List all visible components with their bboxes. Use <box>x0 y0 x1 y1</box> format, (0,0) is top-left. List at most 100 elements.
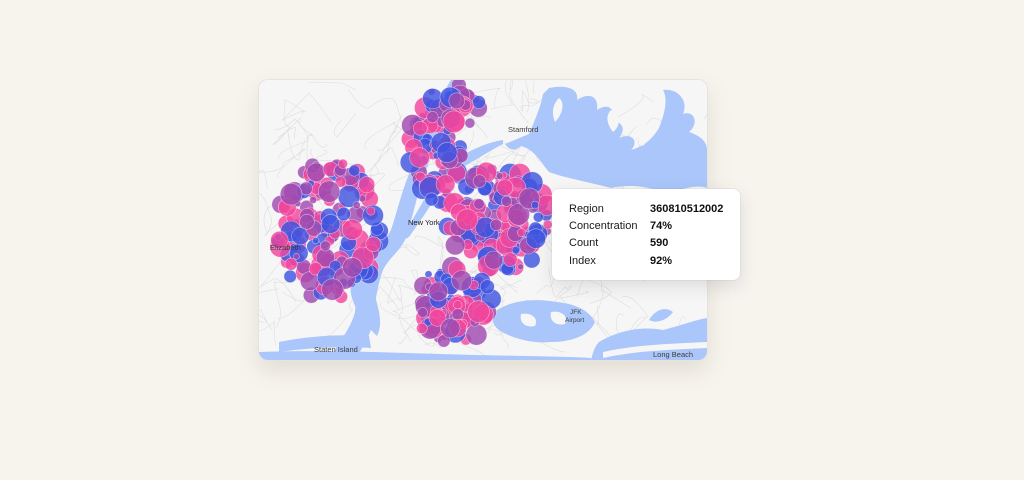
place-label-staten-island: Staten Island <box>314 345 358 354</box>
data-point-bubble[interactable] <box>484 250 504 270</box>
bay-east-inlet <box>649 309 673 322</box>
data-point-bubble[interactable] <box>284 257 298 271</box>
data-point-bubble[interactable] <box>416 322 428 335</box>
data-point-bubble[interactable] <box>451 308 464 321</box>
data-point-bubble[interactable] <box>283 269 297 283</box>
street-line <box>415 235 445 262</box>
data-point-bubble[interactable] <box>467 300 490 323</box>
data-point-bubble[interactable] <box>448 92 466 110</box>
street-line <box>259 148 306 190</box>
data-point-bubble[interactable] <box>531 200 540 210</box>
data-point-layer <box>269 80 558 348</box>
data-point-bubble[interactable] <box>435 174 456 194</box>
place-label-long-beach: Long Beach <box>653 350 694 359</box>
data-point-bubble[interactable] <box>428 281 449 302</box>
data-point-bubble[interactable] <box>321 278 344 301</box>
data-point-bubble[interactable] <box>516 228 526 238</box>
data-point-bubble[interactable] <box>525 228 547 249</box>
region-tooltip: Region 360810512002 Concentration 74% Co… <box>552 189 740 280</box>
street-line <box>259 278 297 302</box>
data-point-bubble[interactable] <box>436 142 458 163</box>
data-point-bubble[interactable] <box>465 323 488 346</box>
street-line <box>474 326 509 349</box>
tooltip-value: 92% <box>650 254 673 267</box>
data-point-bubble[interactable] <box>503 252 518 267</box>
data-point-bubble[interactable] <box>426 111 439 124</box>
barrier-strip <box>603 342 707 358</box>
jamaica-bay <box>492 300 595 343</box>
peninsula-east <box>635 120 649 146</box>
street-line <box>306 133 327 162</box>
data-point-bubble[interactable] <box>358 176 376 194</box>
tooltip-value: 590 <box>650 237 669 250</box>
data-point-bubble[interactable] <box>428 309 447 327</box>
data-point-bubble[interactable] <box>473 198 485 210</box>
data-point-bubble[interactable] <box>409 147 430 168</box>
street-line <box>259 321 276 346</box>
data-point-bubble[interactable] <box>453 300 463 310</box>
data-point-bubble[interactable] <box>342 257 363 278</box>
data-point-bubble[interactable] <box>366 206 376 216</box>
data-point-bubble[interactable] <box>440 318 461 339</box>
data-point-bubble[interactable] <box>352 201 361 210</box>
data-point-bubble[interactable] <box>496 172 504 180</box>
data-point-bubble[interactable] <box>270 231 289 250</box>
data-point-bubble[interactable] <box>312 237 320 245</box>
place-label-elizabeth: Elizabeth <box>270 243 301 252</box>
data-point-bubble[interactable] <box>442 110 466 134</box>
street-line <box>281 92 332 123</box>
street-line <box>333 112 357 138</box>
tooltip-value: 74% <box>650 219 673 232</box>
data-point-bubble[interactable] <box>279 182 303 206</box>
tooltip-row-region: Region 360810512002 <box>569 200 740 217</box>
place-label-new-york: New York <box>408 218 440 227</box>
data-point-bubble[interactable] <box>456 208 479 231</box>
data-point-bubble[interactable] <box>517 263 524 271</box>
data-point-bubble[interactable] <box>337 158 348 169</box>
data-point-bubble[interactable] <box>365 236 382 252</box>
data-point-bubble[interactable] <box>542 219 553 230</box>
data-point-bubble[interactable] <box>424 192 439 207</box>
ocean-bottom <box>259 351 591 360</box>
data-point-bubble[interactable] <box>299 214 315 230</box>
data-point-bubble[interactable] <box>317 180 341 203</box>
data-point-bubble[interactable] <box>291 226 310 246</box>
street-line <box>530 80 535 94</box>
data-point-bubble[interactable] <box>532 211 544 223</box>
tooltip-row-count: Count 590 <box>569 235 740 252</box>
peninsula-north <box>607 110 619 132</box>
data-point-bubble[interactable] <box>415 171 426 182</box>
data-point-bubble[interactable] <box>320 214 341 234</box>
data-point-bubble[interactable] <box>417 307 428 318</box>
data-point-bubble[interactable] <box>334 176 347 188</box>
street-line <box>591 289 647 347</box>
tooltip-value: 360810512002 <box>650 202 724 215</box>
data-point-bubble[interactable] <box>413 120 428 136</box>
jamaica-bay-island-b <box>550 311 567 325</box>
data-point-bubble[interactable] <box>341 219 363 241</box>
street-line <box>272 99 306 146</box>
data-point-bubble[interactable] <box>348 164 361 177</box>
data-point-bubble[interactable] <box>472 95 486 109</box>
data-point-bubble[interactable] <box>309 196 317 204</box>
tooltip-row-concentration: Concentration 74% <box>569 217 740 234</box>
data-point-bubble[interactable] <box>496 179 514 197</box>
data-point-bubble[interactable] <box>511 246 520 255</box>
data-point-bubble[interactable] <box>336 206 351 222</box>
street-line <box>359 124 399 176</box>
data-point-bubble[interactable] <box>464 117 476 129</box>
data-point-bubble[interactable] <box>293 253 300 260</box>
data-point-bubble[interactable] <box>507 203 530 226</box>
tooltip-label: Region <box>569 202 604 215</box>
tooltip-label: Concentration <box>569 219 638 232</box>
data-point-bubble[interactable] <box>479 279 495 295</box>
street-line <box>259 288 280 324</box>
data-point-bubble[interactable] <box>445 235 466 256</box>
data-point-bubble[interactable] <box>320 240 331 252</box>
jamaica-bay-island-a <box>520 313 537 327</box>
data-point-bubble[interactable] <box>490 218 503 231</box>
data-point-bubble[interactable] <box>451 270 473 292</box>
data-point-bubble[interactable] <box>472 174 487 188</box>
street-line <box>613 94 654 120</box>
data-point-bubble[interactable] <box>501 195 513 207</box>
